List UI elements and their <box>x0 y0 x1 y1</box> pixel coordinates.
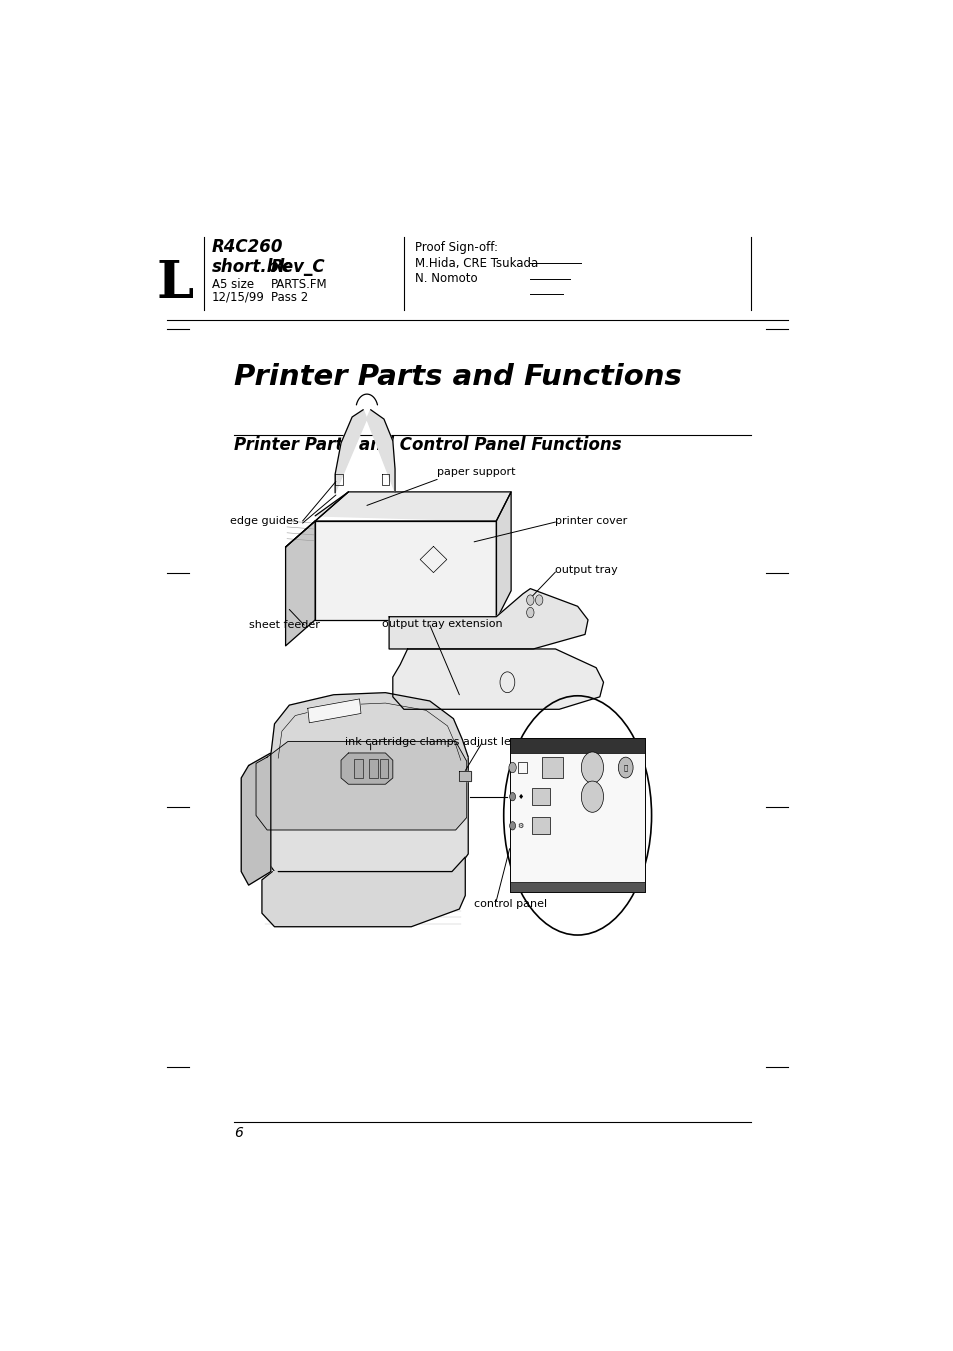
Polygon shape <box>271 693 468 757</box>
Polygon shape <box>314 492 511 521</box>
Bar <box>531 817 550 834</box>
Text: R4C260: R4C260 <box>212 238 283 257</box>
Polygon shape <box>496 492 511 620</box>
Text: 12/15/99: 12/15/99 <box>212 290 264 304</box>
Polygon shape <box>262 857 465 927</box>
Polygon shape <box>271 736 468 766</box>
Text: control panel: control panel <box>474 898 547 909</box>
Bar <box>369 759 377 778</box>
Bar <box>379 759 388 778</box>
Circle shape <box>509 793 515 801</box>
Polygon shape <box>393 648 603 709</box>
Text: L: L <box>156 258 193 309</box>
Bar <box>354 759 363 778</box>
Polygon shape <box>389 589 587 648</box>
Circle shape <box>580 753 603 784</box>
Polygon shape <box>335 409 395 493</box>
Text: Pass 2: Pass 2 <box>271 290 308 304</box>
Text: output tray extension: output tray extension <box>381 619 502 630</box>
Text: output tray: output tray <box>555 565 618 576</box>
Bar <box>509 739 644 893</box>
Bar <box>509 739 644 753</box>
Text: Printer Parts and Control Panel Functions: Printer Parts and Control Panel Function… <box>233 436 620 454</box>
Text: adjust lever: adjust lever <box>462 736 529 747</box>
Circle shape <box>580 781 603 812</box>
Polygon shape <box>262 736 468 871</box>
Text: sheet feeder: sheet feeder <box>249 620 319 630</box>
Bar <box>509 882 644 893</box>
Text: ♦: ♦ <box>517 793 523 800</box>
Polygon shape <box>341 753 393 784</box>
Circle shape <box>508 762 516 773</box>
Polygon shape <box>308 698 360 723</box>
Text: Rev_C: Rev_C <box>271 258 325 276</box>
Text: Proof Sign-off:: Proof Sign-off: <box>415 240 497 254</box>
Text: edge guides: edge guides <box>230 516 298 526</box>
Text: M.Hida, CRE Tsukada: M.Hida, CRE Tsukada <box>415 257 537 270</box>
Circle shape <box>509 821 515 830</box>
Circle shape <box>618 757 633 778</box>
Bar <box>531 789 550 805</box>
Circle shape <box>526 594 534 605</box>
FancyBboxPatch shape <box>509 739 644 893</box>
Text: A5 size: A5 size <box>212 278 253 292</box>
Polygon shape <box>459 770 471 781</box>
Circle shape <box>526 608 534 617</box>
Text: Printer Parts and Functions: Printer Parts and Functions <box>233 363 681 392</box>
Text: ⏻: ⏻ <box>623 765 627 771</box>
Polygon shape <box>314 521 496 620</box>
Polygon shape <box>255 742 466 830</box>
Text: ⚙: ⚙ <box>517 823 523 828</box>
Circle shape <box>535 594 542 605</box>
Text: PARTS.FM: PARTS.FM <box>271 278 327 292</box>
Text: short.bk: short.bk <box>212 258 290 276</box>
Text: ink cartridge clamps: ink cartridge clamps <box>344 736 458 747</box>
Text: printer cover: printer cover <box>555 516 627 526</box>
Polygon shape <box>241 753 271 885</box>
Bar <box>541 757 562 778</box>
Text: paper support: paper support <box>436 467 516 477</box>
Polygon shape <box>285 521 314 646</box>
Text: N. Nomoto: N. Nomoto <box>415 272 477 285</box>
Bar <box>518 762 527 773</box>
Text: 6: 6 <box>233 1125 242 1140</box>
